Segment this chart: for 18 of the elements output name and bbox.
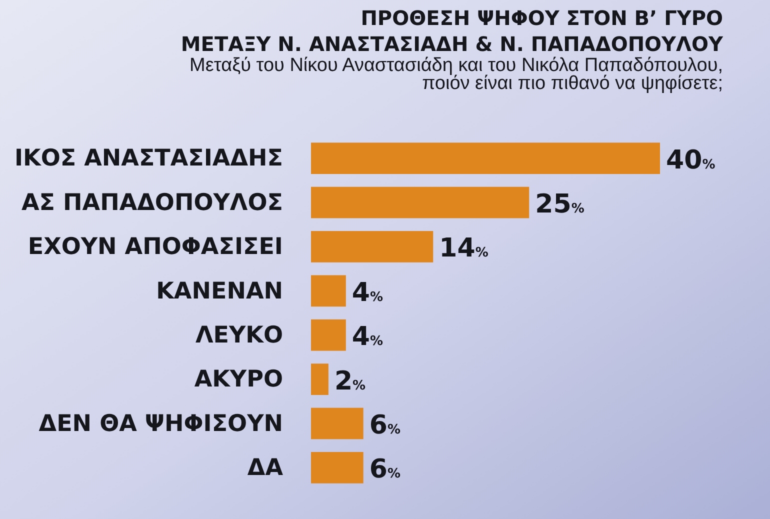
- chart-title: ΠΡΟΘΕΣΗ ΨΗΦΟΥ ΣΤΟΝ Β’ ΓΥΡΟ ΜΕΤΑΞΥ Ν. ΑΝΑΣΤΑΣΙΑΔΗ & Ν. ΠΑΠΑΔΟΠΟΥΛΟΥ: [180, 6, 724, 56]
- y-tick-label: ΚΑΝΕΝΑΝ: [156, 278, 283, 304]
- data-label: 4%: [352, 278, 384, 308]
- y-tick-label: ΑΚΥΡΟ: [194, 366, 283, 393]
- y-tick-label: ΕΧΟΥΝ ΑΠΟΦΑΣΙΣΕΙ: [28, 234, 283, 260]
- y-tick-label: ΑΣ ΠΑΠΑΔΟΠΟΥΛΟΣ: [22, 190, 283, 216]
- data-label: 4%: [352, 322, 384, 352]
- data-label: 40%: [666, 145, 716, 176]
- data-label: 14%: [439, 234, 488, 264]
- y-tick-label: ΔΑ: [247, 455, 284, 482]
- y-tick-label: ΙΚΟΣ ΑΝΑΣΤΑΣΙΑΔΗΣ: [14, 146, 283, 172]
- y-tick-label: ΔΕΝ ΘΑ ΨΗΦΙΣΟΥΝ: [38, 410, 283, 437]
- chart-subtitle: Μεταξύ του Νίκου Αναστασιάδη και του Νικόλα Παπαδόπουλου, ποιόν είναι πιο πιθανό να ψηφίσετε;: [190, 55, 723, 94]
- data-label: 6%: [369, 454, 400, 485]
- data-label: 6%: [369, 410, 400, 440]
- y-tick-label: ΛΕΥΚΟ: [195, 322, 283, 348]
- data-label: 2%: [334, 366, 366, 396]
- data-label: 25%: [535, 190, 584, 220]
